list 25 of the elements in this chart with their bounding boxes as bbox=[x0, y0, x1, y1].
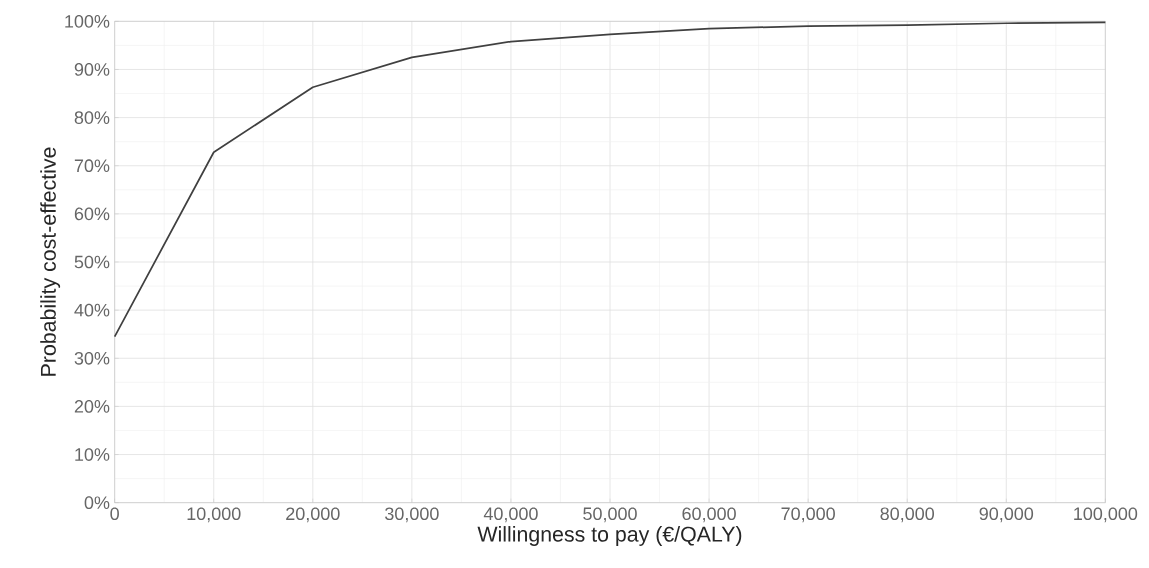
y-tick-label: 100% bbox=[65, 14, 110, 28]
x-tick-label: 40,000 bbox=[483, 507, 538, 523]
x-tick-label: 80,000 bbox=[880, 507, 935, 523]
y-tick-label: 70% bbox=[74, 159, 110, 173]
x-tick-label: 60,000 bbox=[682, 507, 736, 523]
x-tick-label: 10,000 bbox=[187, 507, 241, 523]
x-tick-label: 30,000 bbox=[385, 507, 439, 523]
x-tick-label: 20,000 bbox=[286, 507, 340, 523]
line-series bbox=[113, 21, 1107, 338]
y-axis-title: Probability cost-effective bbox=[40, 147, 61, 376]
y-tick-label: 10% bbox=[75, 448, 110, 461]
x-tick-label: 90,000 bbox=[979, 507, 1034, 523]
y-tick-label: 50% bbox=[74, 255, 110, 269]
y-tick-label: 30% bbox=[74, 351, 110, 365]
y-tick-label: 60% bbox=[74, 207, 110, 221]
y-tick-label: 0% bbox=[84, 496, 110, 510]
x-axis-title: Willingness to pay (€/QALY) bbox=[477, 526, 742, 546]
y-tick-label: 40% bbox=[74, 303, 110, 317]
y-tick-label: 20% bbox=[74, 400, 110, 413]
y-tick-label: 90% bbox=[74, 63, 110, 76]
y-tick-label: 80% bbox=[74, 111, 110, 124]
x-tick-label: 0 bbox=[110, 507, 119, 521]
x-tick-label: 50,000 bbox=[583, 507, 637, 523]
x-tick-label: 100,000 bbox=[1074, 507, 1138, 523]
x-tick-label: 70,000 bbox=[781, 507, 835, 523]
